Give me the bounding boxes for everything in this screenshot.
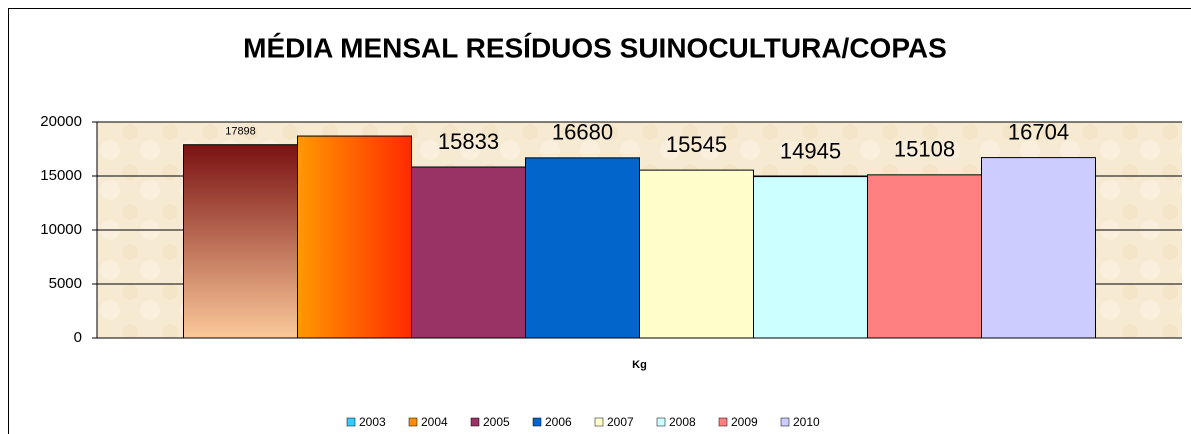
data-label: 14945: [780, 138, 841, 163]
data-label: 17898: [225, 126, 256, 138]
bar: [867, 174, 982, 339]
legend-swatch: [594, 417, 604, 427]
y-tick-label: 5000: [49, 275, 82, 292]
data-label: 15833: [438, 129, 499, 154]
y-tick-label: 10000: [40, 221, 82, 238]
legend-label: 2004: [421, 415, 448, 429]
legend-label: 2010: [793, 415, 820, 429]
bar: [183, 144, 298, 339]
legend-label: 2005: [483, 415, 510, 429]
data-label: 15108: [894, 137, 955, 162]
bar: [753, 176, 868, 339]
legend-label: 2007: [607, 415, 634, 429]
data-label: 16680: [552, 120, 613, 145]
legend-swatch: [408, 417, 418, 427]
data-label: 15545: [666, 132, 727, 157]
legend-label: 2009: [731, 415, 758, 429]
chart-title: MÉDIA MENSAL RESÍDUOS SUINOCULTURA/COPAS: [243, 32, 947, 63]
y-tick-label: 15000: [40, 167, 82, 184]
bar: [411, 166, 526, 339]
legend-swatch: [532, 417, 542, 427]
bar: [639, 169, 754, 339]
legend-swatch: [656, 417, 666, 427]
legend-label: 2003: [359, 415, 386, 429]
x-axis-label: Kg: [632, 359, 647, 371]
bar: [525, 157, 640, 339]
legend-swatch: [470, 417, 480, 427]
legend-swatch: [718, 417, 728, 427]
bar: [297, 135, 412, 339]
legend-swatch: [346, 417, 356, 427]
legend-label: 2006: [545, 415, 572, 429]
legend-swatch: [780, 417, 790, 427]
bar: [981, 157, 1096, 339]
data-label: 16704: [1008, 119, 1069, 144]
legend-label: 2008: [669, 415, 696, 429]
y-tick-label: 20000: [40, 113, 82, 130]
y-tick-label: 0: [74, 329, 82, 346]
